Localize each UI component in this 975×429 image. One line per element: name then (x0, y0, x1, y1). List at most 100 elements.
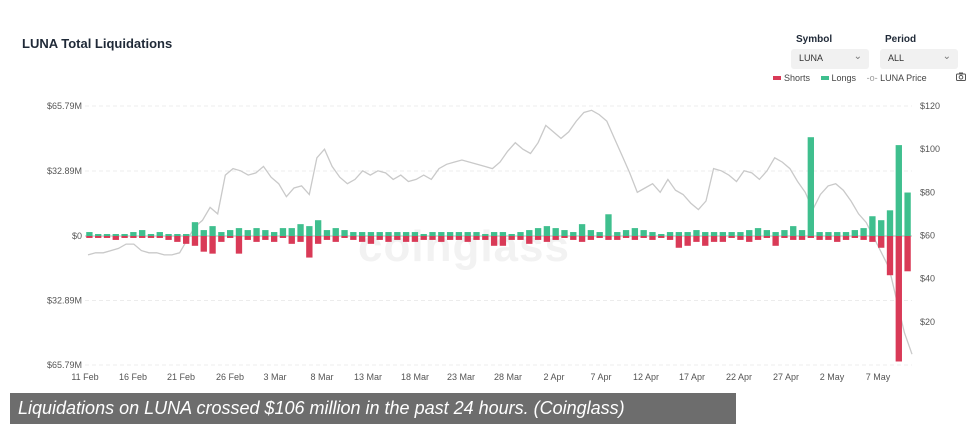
legend-swatch-longs (820, 76, 829, 81)
bar-shorts (86, 236, 93, 238)
bar-shorts (587, 236, 595, 240)
bar-longs (200, 230, 207, 236)
bar-shorts (675, 236, 683, 248)
bar-longs (684, 232, 691, 236)
bar-shorts (270, 236, 278, 242)
legend-label-longs: Longs (831, 72, 857, 83)
chart-legend: Shorts Longs -o- LUNA Price (773, 72, 935, 86)
bar-longs (508, 234, 515, 236)
bar-shorts (534, 236, 542, 240)
bar-shorts (895, 236, 902, 362)
bar-shorts (904, 236, 911, 272)
bar-shorts (499, 236, 507, 246)
bar-longs (95, 234, 102, 236)
bar-shorts (543, 236, 551, 242)
bar-longs (561, 230, 568, 236)
bar-longs (306, 226, 313, 236)
bar-shorts (209, 236, 216, 254)
bar-shorts (103, 236, 111, 238)
bar-longs (499, 232, 507, 236)
bar-longs (332, 228, 339, 236)
left-tick-label: $65.79M (47, 360, 82, 370)
bar-shorts (429, 236, 436, 240)
bar-shorts (288, 236, 295, 244)
bar-longs (895, 145, 902, 236)
bar-shorts (367, 236, 375, 244)
left-tick-label: $65.79M (47, 101, 82, 111)
bar-shorts (702, 236, 709, 246)
bar-shorts (710, 236, 718, 242)
bar-shorts (825, 236, 832, 240)
bar-shorts (878, 236, 885, 248)
bar-shorts (693, 236, 700, 242)
x-tick-label: 21 Feb (167, 372, 195, 382)
bar-shorts (147, 236, 155, 238)
period-select[interactable]: ALL ⌄ (880, 49, 958, 69)
bar-longs (534, 228, 542, 236)
bar-longs (279, 228, 287, 236)
bar-shorts (402, 236, 410, 242)
bar-shorts (385, 236, 392, 242)
bar-shorts (807, 236, 814, 238)
bar-shorts (728, 236, 735, 238)
period-select-value: ALL (888, 53, 905, 63)
symbol-select-value: LUNA (799, 53, 824, 63)
bar-longs (728, 232, 735, 236)
x-tick-label: 28 Mar (494, 372, 522, 382)
bar-longs (842, 232, 850, 236)
bar-longs (552, 228, 559, 236)
legend-line-icon: -o- (866, 72, 878, 83)
bar-shorts (834, 236, 841, 242)
legend-item-price[interactable]: -o- LUNA Price (867, 73, 927, 83)
x-tick-label: 7 Apr (590, 372, 611, 382)
bar-longs (367, 232, 375, 236)
bar-shorts (332, 236, 339, 242)
bar-longs (402, 232, 410, 236)
bar-shorts (746, 236, 753, 242)
bar-shorts (323, 236, 331, 240)
bar-shorts (482, 236, 489, 240)
x-tick-label: 7 May (866, 372, 891, 382)
bar-longs (262, 230, 269, 236)
bar-longs (517, 232, 524, 236)
page-title: LUNA Total Liquidations (22, 36, 173, 51)
x-tick-label: 2 May (820, 372, 845, 382)
bar-longs (429, 232, 436, 236)
legend-label-shorts: Shorts (784, 72, 811, 83)
caption-text: Liquidations on LUNA crossed $106 millio… (18, 398, 625, 418)
bar-longs (350, 232, 357, 236)
symbol-label: Symbol (796, 34, 833, 45)
x-tick-label: 13 Mar (354, 372, 382, 382)
bar-shorts (253, 236, 260, 242)
bar-longs (702, 232, 709, 236)
bar-shorts (552, 236, 559, 240)
bar-longs (763, 230, 771, 236)
bar-longs (614, 232, 621, 236)
camera-icon[interactable] (956, 72, 966, 81)
x-tick-label: 16 Feb (119, 372, 147, 382)
bar-shorts (605, 236, 612, 240)
chevron-down-icon: ⌄ (942, 51, 951, 62)
chart-grid (85, 105, 912, 366)
bar-shorts (314, 236, 322, 244)
bar-longs (376, 232, 383, 236)
bar-shorts (218, 236, 225, 242)
legend-item-longs[interactable]: Longs (820, 72, 857, 83)
right-axis: $120 $100 $80 $60 $40 $20 (920, 101, 940, 327)
symbol-select[interactable]: LUNA ⌄ (791, 49, 869, 69)
bar-longs (675, 232, 683, 236)
bar-longs (147, 234, 155, 236)
legend-label-price: LUNA Price (880, 72, 927, 83)
bar-shorts (596, 236, 603, 238)
left-tick-label: $32.89M (47, 166, 82, 176)
period-label: Period (885, 34, 917, 45)
x-tick-label: 11 Feb (71, 372, 98, 382)
bar-longs (112, 234, 119, 236)
bar-longs (658, 234, 665, 236)
legend-item-shorts[interactable]: Shorts (773, 73, 810, 83)
bar-shorts (473, 236, 480, 240)
bar-longs (446, 232, 454, 236)
x-tick-label: 22 Apr (726, 372, 752, 382)
bar-shorts (112, 236, 119, 240)
bar-longs (719, 232, 727, 236)
